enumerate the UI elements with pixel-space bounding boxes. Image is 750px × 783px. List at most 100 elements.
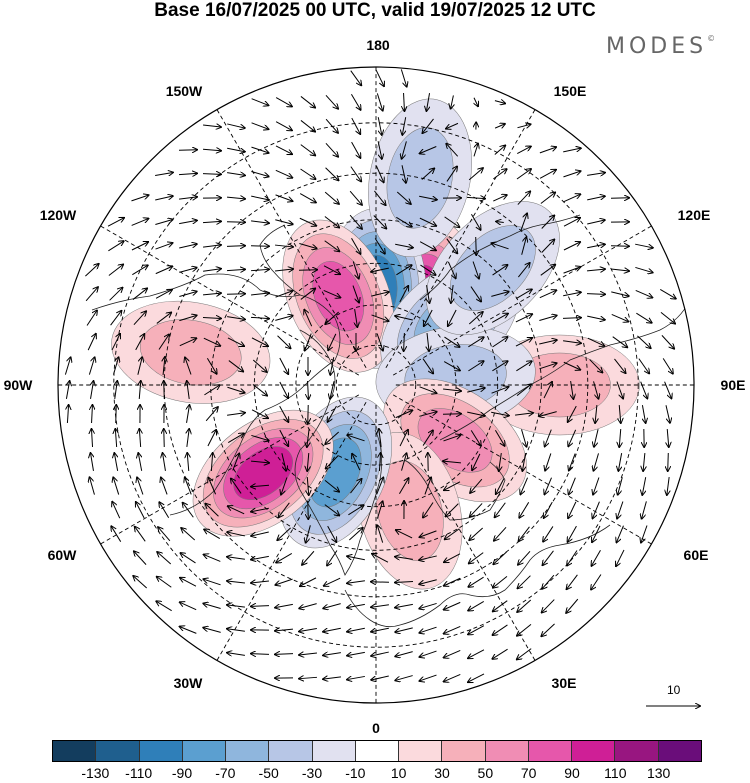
wind-vector	[251, 507, 269, 511]
wind-vector	[251, 654, 270, 655]
wind-vector	[86, 310, 97, 326]
wind-vector	[110, 311, 122, 326]
wind-vector	[591, 574, 602, 589]
wind-vector	[563, 267, 581, 274]
wind-vector	[494, 101, 505, 104]
wind-vector	[395, 581, 414, 582]
wind-vector	[66, 381, 69, 399]
wind-vector	[491, 387, 509, 394]
wind-vector	[180, 602, 197, 611]
wind-vector	[179, 220, 197, 223]
wind-vector	[616, 549, 625, 566]
colorbar-swatch	[658, 741, 701, 761]
wind-vector	[131, 242, 148, 251]
wind-vector	[347, 581, 365, 583]
wind-vector	[347, 652, 365, 655]
wind-vector	[325, 167, 339, 181]
wind-vector	[133, 311, 146, 325]
wind-vector	[156, 313, 171, 324]
lon-label-90w: 90W	[4, 377, 34, 393]
wind-vector	[491, 411, 509, 415]
wind-vector	[203, 269, 221, 272]
wind-vector	[325, 311, 339, 324]
wind-vector	[227, 605, 245, 607]
wind-vector	[444, 674, 461, 681]
wind-vector	[593, 501, 600, 519]
wind-vector	[421, 169, 434, 180]
wind-vector	[419, 555, 437, 560]
wind-vector	[132, 288, 147, 300]
wind-vector	[614, 358, 625, 373]
wind-vector	[420, 146, 437, 154]
wind-vector	[179, 315, 196, 322]
wind-vector	[664, 381, 672, 399]
wind-vector	[157, 552, 172, 565]
wind-vector	[595, 404, 597, 423]
meridian-line	[100, 394, 360, 545]
wind-vector	[493, 600, 508, 612]
wind-vector	[324, 479, 339, 491]
wind-vector	[423, 502, 434, 518]
wind-vector	[187, 453, 188, 472]
colorbar-swatch	[528, 741, 573, 761]
lon-label-0: 0	[372, 720, 380, 735]
wind-vector	[351, 237, 361, 254]
wind-vector	[300, 96, 315, 107]
wind-vector	[544, 501, 553, 518]
wind-vector	[138, 453, 141, 471]
wind-vector	[323, 265, 340, 274]
wind-vector	[323, 677, 341, 679]
wind-vector	[518, 575, 531, 589]
wind-vector	[468, 576, 484, 587]
polar-stereographic-map: 180 150E 120E 90E 60E 30E 0 30W 60W 90W …	[4, 37, 746, 735]
lon-label-30e: 30E	[552, 675, 577, 691]
wind-vector	[92, 405, 93, 424]
wind-vector	[404, 92, 405, 111]
colorbar-swatch	[355, 741, 400, 761]
wind-vector	[619, 428, 620, 447]
wind-vector	[611, 313, 629, 321]
lon-label-60w: 60W	[48, 547, 78, 563]
wind-vector	[444, 601, 461, 609]
wind-vector	[395, 557, 413, 560]
wind-vector	[587, 244, 605, 249]
wind-vector	[419, 674, 437, 681]
wind-vector	[187, 405, 190, 423]
wind-vector	[112, 502, 121, 519]
wind-vector	[155, 196, 173, 201]
wind-vector	[307, 476, 308, 495]
wind-vector	[252, 359, 267, 372]
wind-vector	[642, 405, 645, 423]
wind-vector	[187, 381, 189, 399]
colorbar-swatch	[442, 741, 486, 761]
wind-vector	[348, 528, 362, 541]
wind-vector	[640, 381, 648, 399]
coastline-siberia	[439, 299, 691, 441]
wind-vector	[521, 429, 527, 446]
wind-vector	[493, 624, 508, 635]
wind-vector	[568, 501, 577, 518]
wind-vector	[87, 334, 96, 351]
wind-vector	[251, 485, 270, 486]
wind-vector	[279, 429, 288, 446]
wind-vector	[371, 627, 389, 632]
wind-vector	[113, 477, 120, 495]
wind-vector	[178, 173, 197, 174]
wind-vector	[594, 429, 599, 447]
wind-vector	[347, 604, 365, 607]
wind-vector	[376, 93, 382, 110]
wind-vector	[274, 245, 293, 247]
latitude-circle	[210, 219, 542, 551]
wind-vector	[617, 501, 624, 518]
wind-vector	[203, 245, 221, 247]
wind-vector	[470, 478, 483, 493]
wind-vector	[494, 146, 505, 155]
wind-vector	[252, 384, 267, 395]
wind-vector	[275, 578, 293, 585]
colorbar-tick-label: -90	[171, 765, 193, 781]
wind-vector	[618, 477, 623, 494]
wind-vector	[660, 288, 675, 298]
wind-vector	[137, 357, 142, 375]
wind-vector	[471, 213, 480, 230]
colorbar-swatch	[572, 741, 616, 761]
